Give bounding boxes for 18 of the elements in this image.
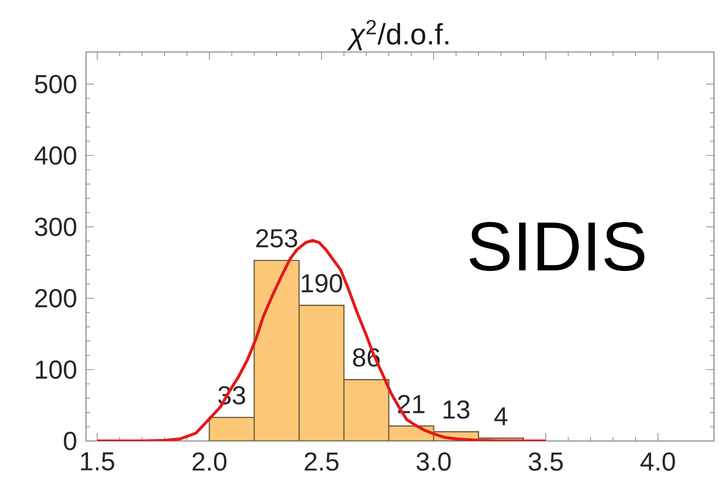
data-label: 13 (444, 400, 470, 419)
y-tick-label: 0 (64, 432, 76, 450)
y-tick-label: 500 (34, 74, 76, 94)
x-tick-label: 3.0 (416, 452, 451, 471)
x-tick-label: 2.0 (192, 452, 226, 471)
x-tick-label: 2.5 (304, 452, 338, 471)
x-tick-label: 4.0 (640, 452, 675, 471)
data-label: 253 (256, 229, 298, 248)
y-tick-label: 100 (36, 360, 76, 379)
x-tick-label: 1.5 (81, 452, 114, 471)
data-label: 190 (302, 274, 342, 292)
data-label: 4 (494, 407, 508, 426)
chart-title: χ$^{2}$/d.o.f. (346, 20, 448, 50)
annotation: SIDIS (470, 222, 644, 272)
x-tick-label: 3.5 (528, 452, 563, 471)
y-tick-label: 400 (34, 146, 76, 165)
y-tick-label: 300 (34, 218, 76, 236)
y-tick-label: 200 (35, 289, 76, 308)
